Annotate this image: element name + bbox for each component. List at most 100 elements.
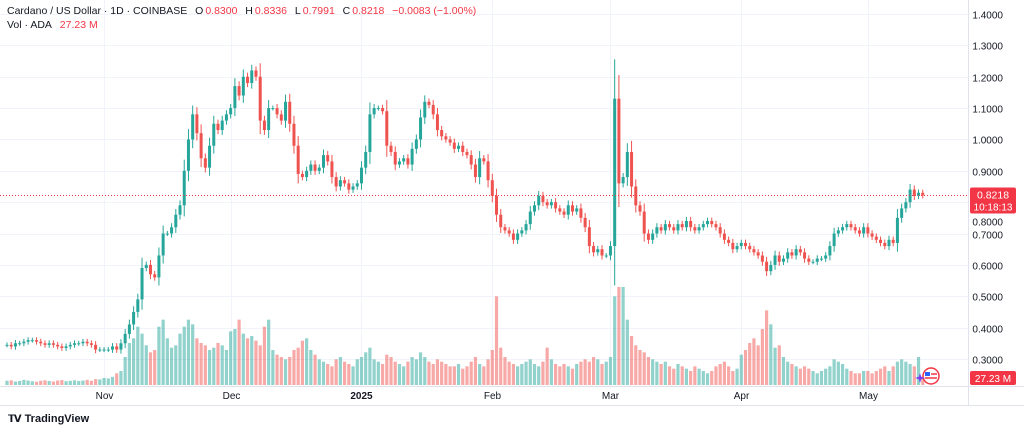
candle-body bbox=[144, 264, 148, 269]
volume-bar bbox=[157, 326, 161, 385]
volume-bar bbox=[511, 364, 515, 385]
volume-bar bbox=[794, 366, 798, 385]
candle-body bbox=[77, 343, 81, 345]
volume-bar bbox=[140, 333, 144, 385]
candle-body bbox=[486, 161, 490, 181]
volume-bar bbox=[347, 364, 351, 385]
candle-body bbox=[208, 145, 212, 168]
volume-bar bbox=[587, 361, 591, 385]
candle-body bbox=[495, 195, 499, 215]
candle-body bbox=[199, 133, 203, 159]
price-tick-label: 0.7000 bbox=[972, 231, 1003, 242]
candle-body bbox=[811, 261, 815, 263]
volume-bar bbox=[469, 361, 473, 385]
volume-bar bbox=[182, 326, 186, 385]
volume-bar bbox=[77, 381, 81, 385]
volume-bar bbox=[904, 361, 908, 385]
change-value: −0.0083 (−1.00%) bbox=[392, 5, 477, 17]
volume-bar bbox=[440, 361, 444, 385]
candle-body bbox=[359, 167, 363, 184]
price-tick-label: 0.6000 bbox=[972, 262, 1003, 273]
volume-bar bbox=[402, 366, 406, 385]
candle-body bbox=[237, 86, 241, 96]
volume-bar bbox=[313, 354, 317, 385]
candle-body bbox=[921, 192, 925, 196]
candle-body bbox=[397, 161, 401, 165]
candle-body bbox=[203, 158, 207, 168]
volume-bar bbox=[30, 381, 34, 385]
candle-body bbox=[5, 344, 9, 346]
volume-bar bbox=[220, 345, 224, 385]
candle-body bbox=[727, 239, 731, 243]
volume-bar bbox=[110, 376, 115, 385]
candle-body bbox=[769, 264, 773, 272]
candle-body bbox=[364, 151, 368, 168]
candle-body bbox=[115, 346, 119, 350]
candles bbox=[5, 59, 925, 354]
candle-body bbox=[368, 114, 372, 152]
volume-bar bbox=[836, 361, 840, 385]
volume-bar bbox=[195, 338, 199, 385]
volume-bar bbox=[579, 361, 583, 385]
volume-label[interactable]: Vol · ADA bbox=[7, 19, 52, 31]
volume-bar bbox=[566, 366, 570, 385]
candle-body bbox=[317, 167, 321, 171]
volume-bar bbox=[490, 350, 494, 385]
volume-bar bbox=[237, 319, 241, 385]
volume-bar bbox=[389, 357, 393, 385]
candle-body bbox=[900, 208, 904, 218]
candle-body bbox=[322, 155, 325, 168]
candle-body bbox=[832, 233, 836, 247]
price-axis[interactable]: 1.4000 1.3000 1.2000 1.1000 1.0000 0.9000 0.80… bbox=[972, 11, 1003, 367]
time-tick-label: 2025 bbox=[350, 391, 373, 402]
price-tick-label: 1.2000 bbox=[972, 74, 1003, 85]
candle-body bbox=[798, 249, 802, 253]
volume-bar bbox=[659, 364, 663, 385]
candle-body bbox=[39, 341, 43, 344]
candle-body bbox=[524, 224, 528, 231]
candle-body bbox=[680, 224, 684, 228]
volume-bar bbox=[305, 338, 309, 385]
volume-bar bbox=[427, 361, 431, 385]
tradingview-logo[interactable]: 𝗧𝗩 TradingView bbox=[8, 413, 89, 425]
candle-body bbox=[292, 123, 296, 146]
volume-bar bbox=[807, 368, 811, 385]
volume-bar bbox=[321, 361, 326, 385]
candle-body bbox=[887, 239, 891, 247]
volume-bar bbox=[697, 368, 701, 385]
candle-body bbox=[908, 189, 912, 203]
volume-bar bbox=[343, 361, 347, 385]
event-flag-icon[interactable] bbox=[915, 367, 940, 385]
volume-bar bbox=[385, 354, 389, 385]
candle-body bbox=[558, 208, 562, 212]
time-axis[interactable]: Nov Dec 2025 Feb Mar Apr May bbox=[96, 391, 878, 402]
candle-body bbox=[355, 183, 359, 187]
volume-bar bbox=[478, 364, 482, 385]
candle-body bbox=[119, 343, 123, 350]
volume-bar bbox=[558, 366, 562, 385]
candle-body bbox=[503, 227, 507, 231]
volume-bar bbox=[891, 366, 895, 385]
candle-body bbox=[18, 343, 22, 345]
candle-body bbox=[233, 86, 237, 109]
candle-body bbox=[334, 177, 338, 187]
candle-body bbox=[668, 224, 672, 228]
volume-bar bbox=[279, 357, 283, 385]
candle-body bbox=[874, 236, 878, 240]
candle-body bbox=[127, 324, 131, 334]
volume-bar bbox=[638, 350, 642, 385]
volume-bar bbox=[72, 380, 77, 385]
price-tick-label: 0.8000 bbox=[972, 218, 1003, 229]
price-tick-label: 0.9000 bbox=[972, 168, 1003, 179]
candle-body bbox=[279, 114, 283, 121]
volume-bar bbox=[701, 371, 705, 385]
symbol-title[interactable]: Cardano / US Dollar · 1D · COINBASE bbox=[7, 5, 188, 17]
candle-body bbox=[372, 108, 376, 115]
price-tick-label: 1.1000 bbox=[972, 105, 1003, 116]
price-tick-label: 0.3000 bbox=[972, 356, 1003, 367]
candle-body bbox=[161, 233, 165, 256]
candle-body bbox=[566, 205, 570, 215]
volume-bar bbox=[431, 364, 435, 385]
volume-bar bbox=[693, 366, 697, 385]
